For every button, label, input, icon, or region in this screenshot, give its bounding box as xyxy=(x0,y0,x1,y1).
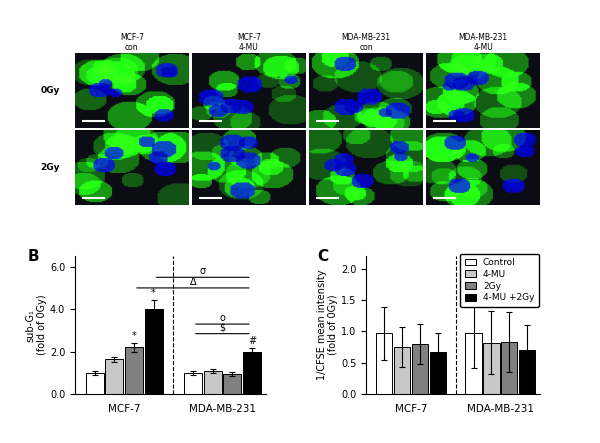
Y-axis label: 0Gy: 0Gy xyxy=(40,86,59,95)
Bar xyxy=(105,359,124,394)
Text: C: C xyxy=(318,249,329,264)
Bar xyxy=(483,343,500,394)
Bar xyxy=(430,352,446,394)
Title: MDA-MB-231
4-MU: MDA-MB-231 4-MU xyxy=(458,33,508,52)
Text: *: * xyxy=(151,288,156,298)
Bar xyxy=(184,373,202,394)
Bar xyxy=(412,344,428,394)
Bar xyxy=(86,373,104,394)
Bar xyxy=(223,374,241,394)
Text: o: o xyxy=(220,313,226,323)
Title: MCF-7
4-MU: MCF-7 4-MU xyxy=(237,33,261,52)
Bar xyxy=(243,352,261,394)
Legend: Control, 4-MU, 2Gy, 4-MU +2Gy: Control, 4-MU, 2Gy, 4-MU +2Gy xyxy=(460,254,539,307)
Text: B: B xyxy=(27,249,39,264)
Title: MCF-7
con: MCF-7 con xyxy=(120,33,144,52)
Y-axis label: sub-G₁
(fold of 0Gy): sub-G₁ (fold of 0Gy) xyxy=(26,295,47,355)
Bar xyxy=(394,347,410,394)
Text: $: $ xyxy=(220,323,226,333)
Text: #: # xyxy=(248,336,256,346)
Text: *: * xyxy=(131,331,136,341)
Text: Δ: Δ xyxy=(190,277,196,287)
Bar xyxy=(145,309,163,394)
Y-axis label: 2Gy: 2Gy xyxy=(40,163,60,172)
Y-axis label: 1/CFSE mean intensity
(fold of 0Gy): 1/CFSE mean intensity (fold of 0Gy) xyxy=(317,270,338,381)
Title: MDA-MB-231
con: MDA-MB-231 con xyxy=(341,33,391,52)
Bar xyxy=(203,371,221,394)
Bar xyxy=(125,347,143,394)
Text: σ: σ xyxy=(200,266,206,276)
Bar xyxy=(501,342,517,394)
Bar xyxy=(376,333,392,394)
Bar xyxy=(519,350,535,394)
Bar xyxy=(465,333,482,394)
